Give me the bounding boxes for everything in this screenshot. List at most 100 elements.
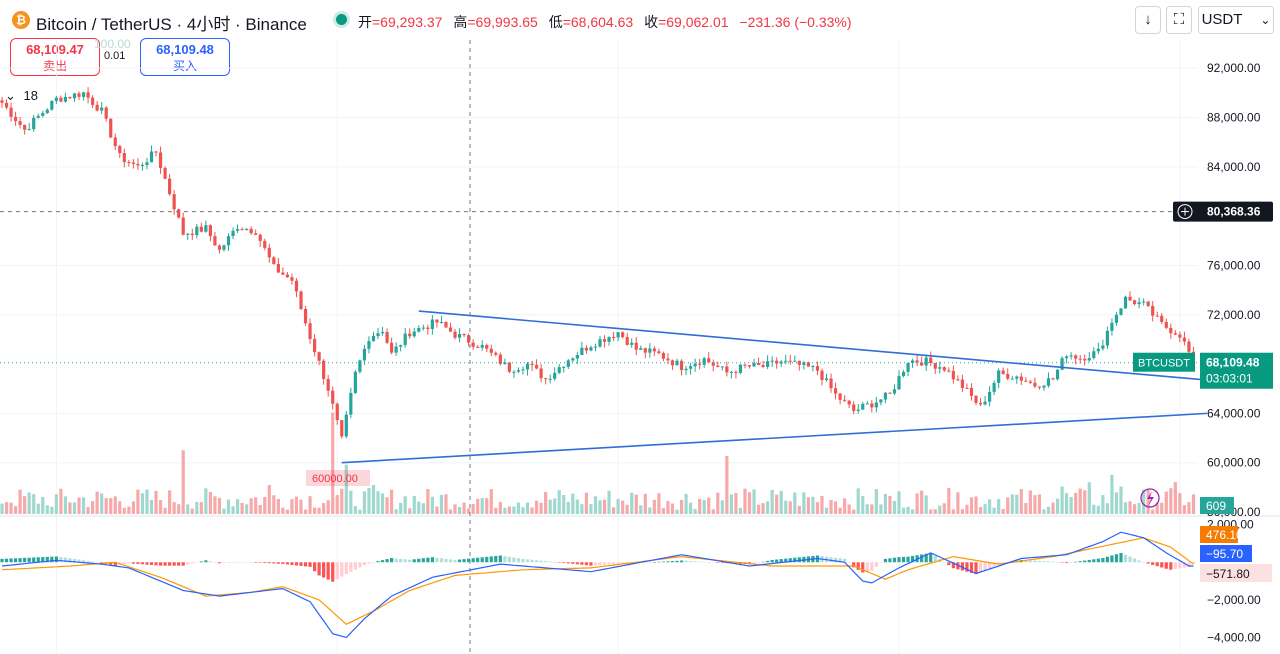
candle-body [806,362,810,367]
macd-histogram-bar [267,562,271,564]
macd-histogram-bar [521,558,525,563]
volume-bar [480,498,484,514]
candle-body [616,332,620,338]
candle-body [530,363,534,365]
macd-histogram-bar [95,562,99,563]
volume-bar [1160,502,1164,514]
volume-bar [1105,503,1109,514]
volume-bar [752,489,756,514]
macd-histogram-bar [448,559,453,563]
candle-body [1132,300,1137,305]
macd-histogram-bar [539,560,543,563]
macd-histogram-bar [548,561,552,563]
low-value: =68,604.63 [562,14,634,30]
macd-histogram-bar [1173,562,1177,570]
volume-bar [158,500,163,514]
candle-body [1055,369,1060,380]
macd-histogram-bar [140,562,145,565]
volume-bar [1042,509,1046,514]
macd-histogram-bar [793,557,797,563]
macd-histogram-bar [870,562,874,571]
candle-body [752,363,756,367]
candle-body [516,370,521,372]
volume-bar [589,504,593,514]
candle-body [1001,370,1005,374]
macd-histogram-bar [607,562,611,565]
volume-bar [172,502,176,514]
volume-bar [1024,503,1028,514]
volume-bar [802,492,806,514]
currency-selector[interactable]: USDT ⌄ [1198,6,1274,34]
macd-histogram-bar [494,555,498,563]
macd-histogram-bar [720,562,724,563]
volume-bar [870,504,874,514]
macd-histogram-bar [1155,562,1159,567]
candle-body [747,365,752,367]
volume-bar [362,491,367,514]
macd-histogram-bar [1087,559,1091,563]
volume-bar [716,492,720,514]
macd-histogram-bar [621,562,625,564]
volume-bar [263,496,267,514]
macd-histogram-bar [1146,562,1150,564]
candle-body [820,370,824,381]
volume-bar [797,505,801,514]
macd-histogram-bar [27,557,31,563]
macd-histogram-bar [1169,562,1173,570]
candle-body [693,363,697,367]
macd-histogram-bar [1164,562,1168,569]
volume-bar [602,499,607,514]
volume-bar [408,508,412,514]
volume-bar [4,501,9,514]
volume-bar [1191,494,1196,514]
volume-bar [113,496,117,514]
volume-bar [833,501,838,514]
volume-bar [335,495,339,514]
candle-body [639,348,643,350]
high-label: 高 [453,14,468,30]
volume-bar [598,500,602,514]
volume-bar [199,502,203,514]
candle-body [879,399,883,403]
buy-button[interactable]: 68,109.48 买入 [140,38,230,76]
macd-histogram-bar [530,559,534,563]
macd-histogram-bar [362,562,367,566]
volume-bar [512,506,516,514]
macd-histogram-bar [770,559,774,563]
macd-histogram-bar [412,559,416,563]
candle-body [498,354,502,364]
candle-body [9,107,13,117]
volume-bar [258,504,262,514]
fullscreen-icon[interactable]: ⛶ [1166,6,1192,34]
sell-button[interactable]: 68,109.47 卖出 [10,38,100,76]
volume-bar [1074,492,1078,514]
macd-histogram-bar [879,562,883,563]
macd-line [1,531,1194,639]
candle-body [960,379,965,388]
volume-bar [204,488,208,514]
candle-body [231,230,235,237]
volume-bar [1065,493,1069,514]
candle-body [675,360,679,366]
candle-body [1142,301,1146,303]
volume-bar [435,506,439,514]
macd-histogram-bar [1110,555,1114,563]
macd-histogram-bar [951,562,955,569]
candle-body [580,347,584,355]
volume-bar [1101,494,1105,514]
download-icon[interactable]: ↓ [1135,6,1161,34]
candle-body [611,336,616,338]
volume-bar [331,412,335,514]
indicator-legend-toggle[interactable]: ⌄ 18 [5,88,38,104]
volume-bar [448,509,453,514]
volume-bar [883,493,888,514]
volume-bar [607,490,611,514]
volume-bar [852,509,856,514]
volume-bar [476,498,480,514]
candle-body [698,363,702,365]
macd-histogram-bar [353,562,357,570]
candle-body [27,129,31,131]
volume-bar [86,506,90,514]
candle-body [689,366,693,369]
